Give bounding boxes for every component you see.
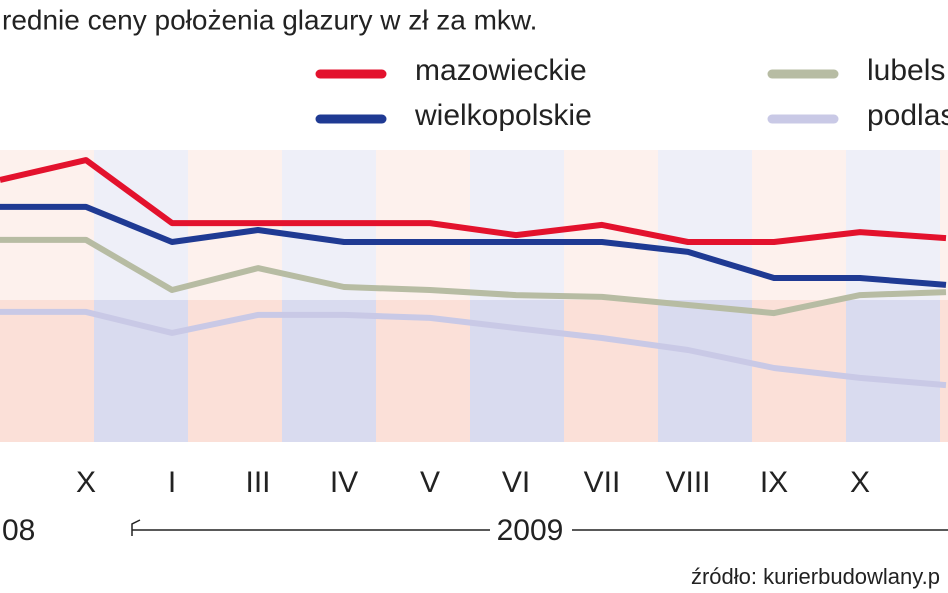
- year-label: 08: [2, 514, 35, 547]
- series-line: [0, 157, 947, 245]
- legend-label: podlas: [867, 99, 948, 132]
- x-tick-label: VIII: [665, 466, 710, 499]
- x-tick-label: X: [850, 466, 870, 499]
- x-tick-label: IV: [330, 466, 358, 499]
- series-line: [0, 308, 947, 389]
- x-tick-label: IX: [760, 466, 788, 499]
- series-line: [0, 203, 947, 288]
- x-tick-label: VI: [502, 466, 530, 499]
- chart-title: rednie ceny położenia glazury w zł za mk…: [2, 4, 537, 35]
- x-tick-label: VII: [584, 466, 621, 499]
- legend-label: mazowieckie: [415, 54, 587, 87]
- x-tick-label: III: [245, 466, 270, 499]
- source: źródło: kurierbudowlany.p: [691, 564, 940, 589]
- x-tick-label: X: [76, 466, 96, 499]
- legend-label: lubels: [867, 54, 945, 87]
- background-stripes: [0, 150, 948, 442]
- x-tick-label: I: [168, 466, 176, 499]
- year-bracket: [131, 519, 948, 536]
- year-label: 2009: [497, 514, 564, 547]
- legend-label: wielkopolskie: [414, 99, 592, 132]
- x-tick-label: V: [420, 466, 440, 499]
- series-line: [0, 236, 947, 317]
